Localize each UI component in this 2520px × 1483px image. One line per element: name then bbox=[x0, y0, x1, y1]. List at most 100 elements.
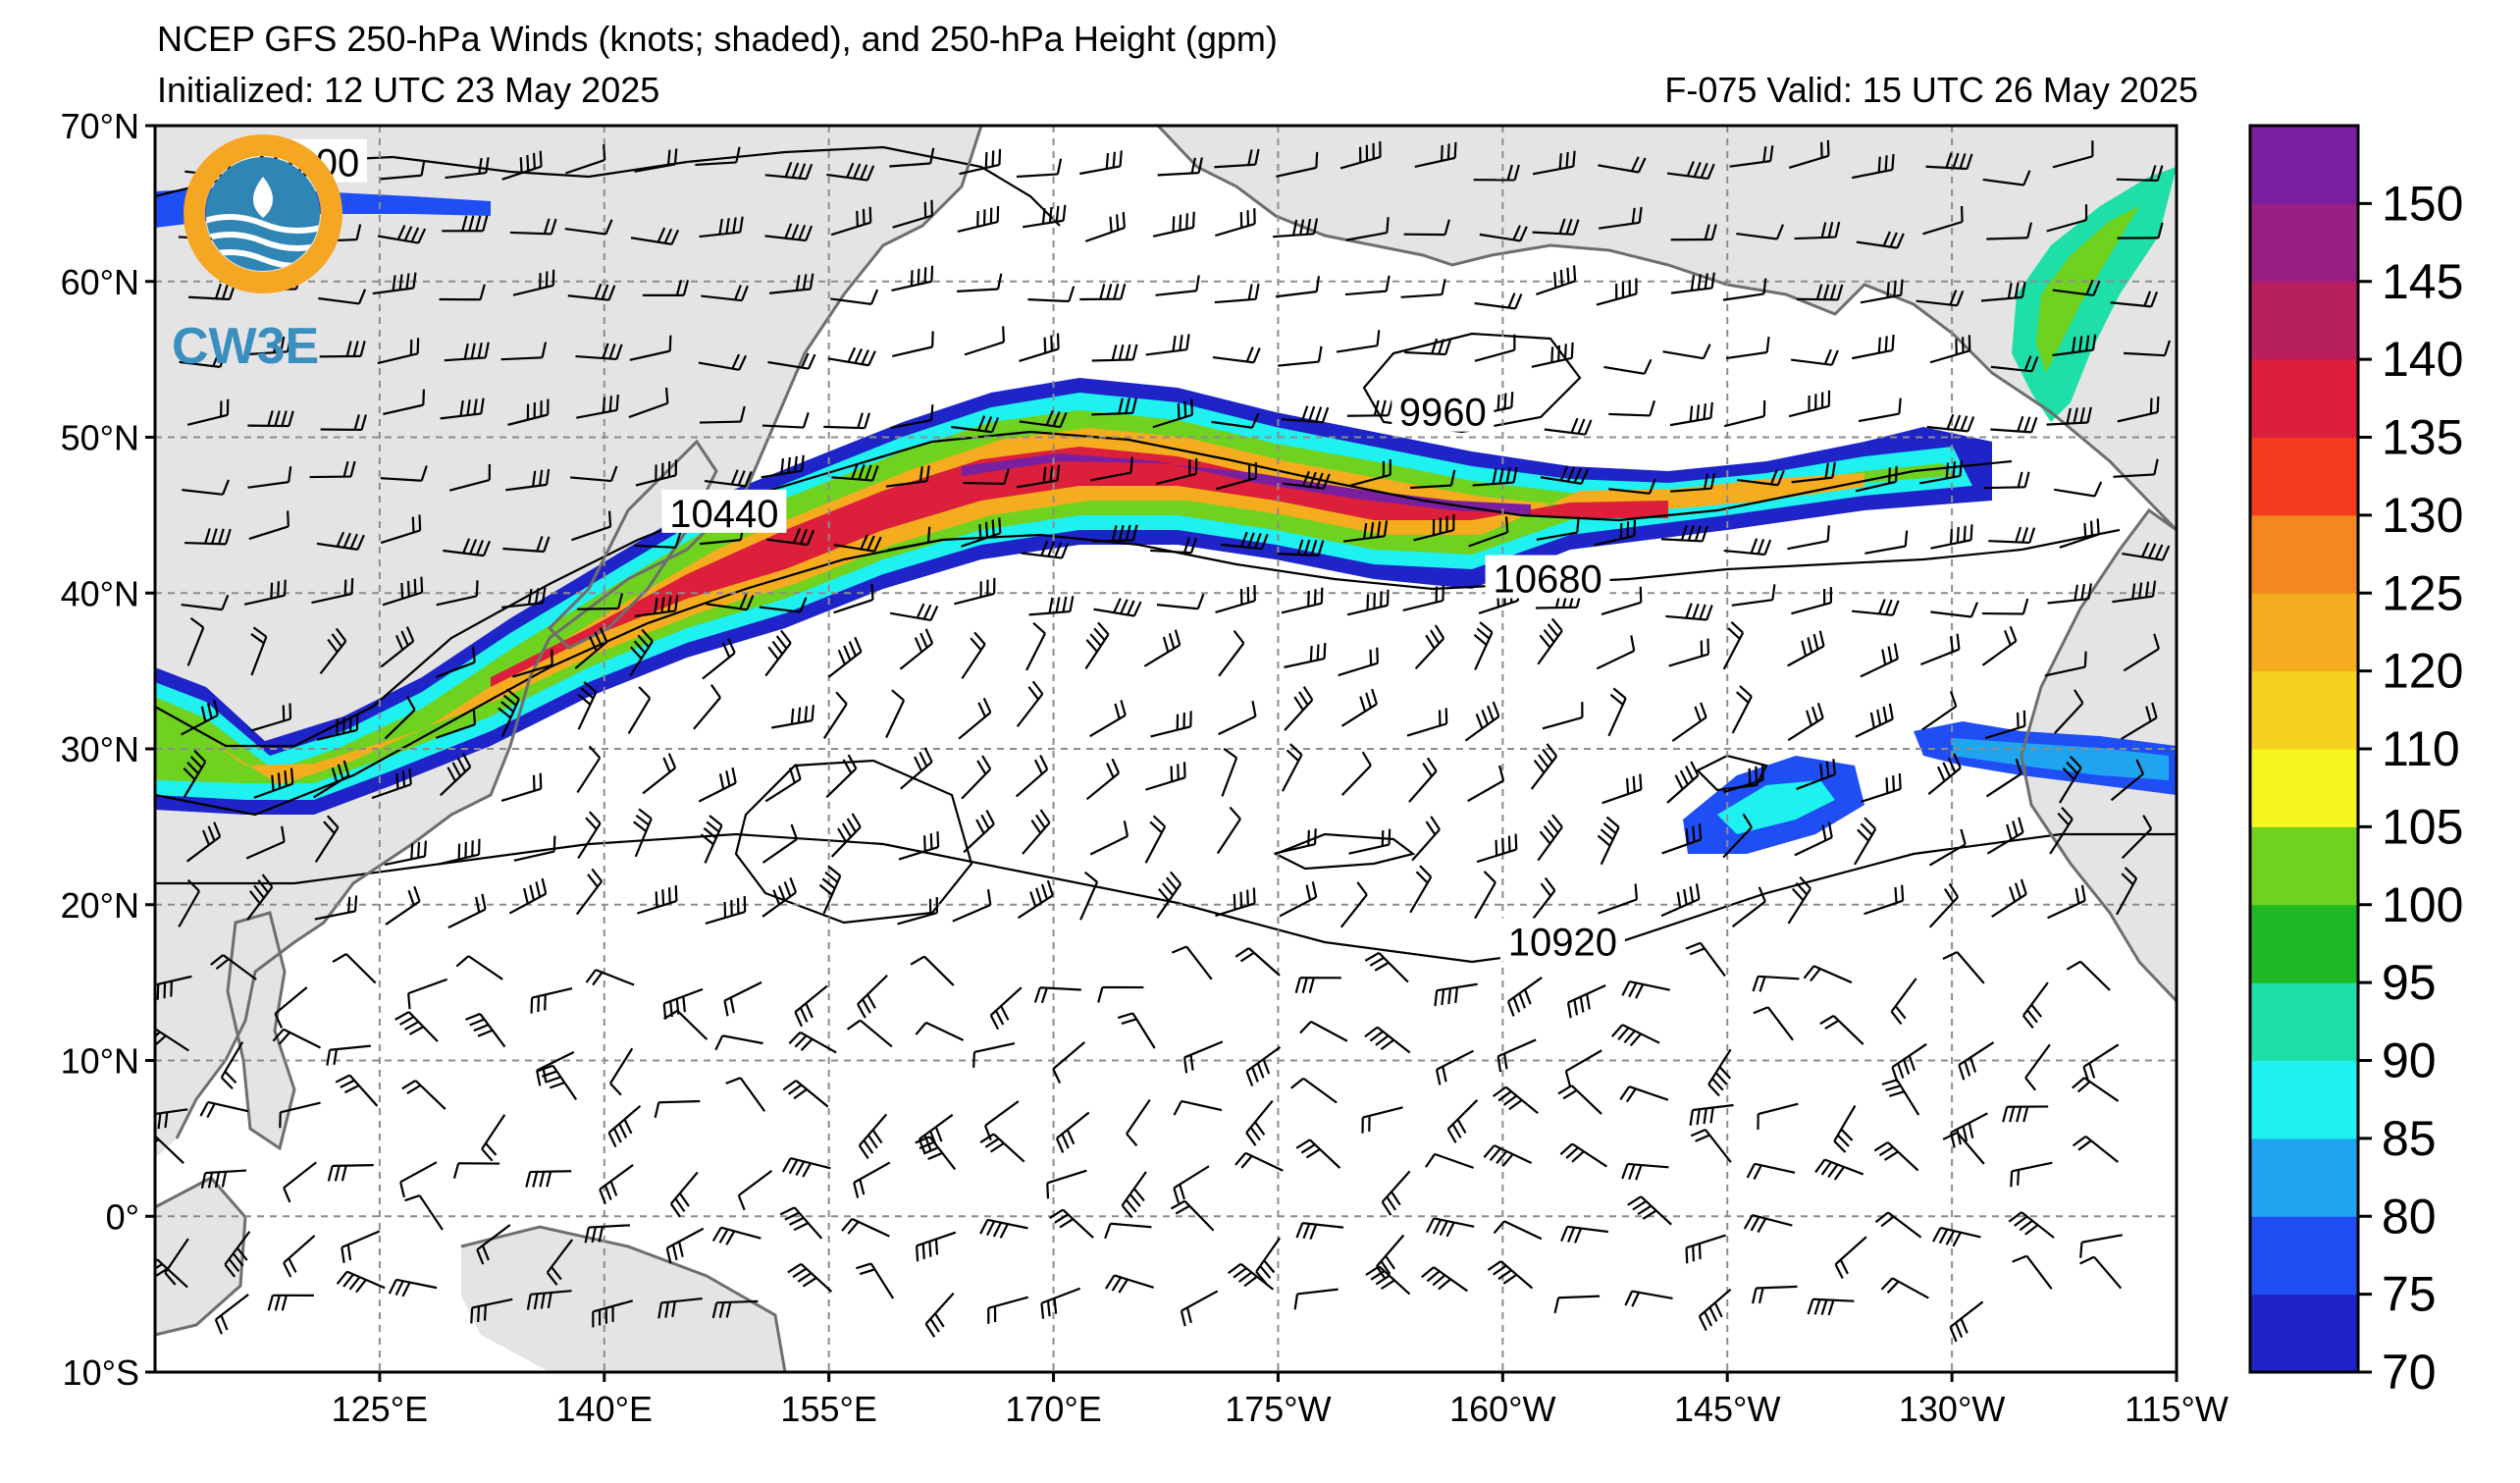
wind-barb bbox=[404, 1194, 444, 1231]
wind-barb bbox=[737, 1170, 773, 1211]
wind-barb bbox=[634, 595, 679, 617]
wind-barb bbox=[526, 1290, 572, 1310]
wind-barb bbox=[380, 159, 426, 181]
wind-barb bbox=[890, 404, 934, 429]
wind-barb bbox=[1928, 882, 1960, 928]
wind-barb bbox=[1299, 1020, 1348, 1042]
wind-barb bbox=[327, 1164, 374, 1182]
wind-barb bbox=[279, 1101, 321, 1129]
wind-barb bbox=[1409, 865, 1433, 914]
wind-barb bbox=[316, 714, 359, 741]
wind-barb bbox=[1294, 977, 1341, 994]
wind-barb bbox=[1274, 828, 1317, 855]
wind-barb bbox=[1532, 150, 1576, 176]
wind-barb bbox=[1598, 883, 1639, 915]
wind-barb bbox=[633, 808, 653, 858]
wind-barb bbox=[629, 628, 654, 677]
contour-10440 bbox=[155, 430, 2013, 748]
wind-barb bbox=[1690, 1129, 1732, 1163]
wind-barb bbox=[892, 199, 934, 229]
contour-high-cell bbox=[734, 759, 973, 925]
wind-barb bbox=[1544, 417, 1593, 436]
wind-barb bbox=[1016, 158, 1063, 179]
wind-barb bbox=[380, 514, 422, 545]
wind-barb bbox=[155, 1108, 188, 1130]
wind-barb bbox=[1410, 469, 1456, 490]
colorbar-label: 135 bbox=[2382, 410, 2463, 465]
wind-barb bbox=[1666, 761, 1700, 804]
wind-barb bbox=[1751, 1285, 1798, 1304]
wind-barb bbox=[961, 517, 1002, 548]
wind-barb bbox=[2122, 542, 2171, 561]
wind-barb bbox=[1986, 817, 2024, 855]
wind-barb bbox=[435, 709, 477, 739]
wind-barb bbox=[2110, 291, 2159, 308]
wind-barb bbox=[1414, 141, 1457, 168]
wind-barb bbox=[1293, 1288, 1339, 1310]
wind-barb bbox=[1671, 702, 1707, 742]
wind-barb bbox=[1346, 399, 1393, 417]
wind-barb bbox=[1594, 519, 1637, 547]
wind-barb bbox=[1855, 465, 1898, 493]
wind-barb bbox=[1790, 348, 1839, 366]
wind-barb bbox=[1803, 965, 1853, 984]
wind-barb bbox=[1016, 680, 1044, 727]
wind-barb bbox=[1737, 469, 1785, 487]
wind-barb bbox=[1493, 1220, 1543, 1241]
wind-barb bbox=[1796, 284, 1844, 301]
wind-barb bbox=[481, 1114, 506, 1162]
wind-barb bbox=[761, 454, 805, 479]
wind-barb bbox=[761, 412, 810, 429]
wind-barb bbox=[2044, 651, 2087, 677]
wind-barb bbox=[1723, 764, 1764, 794]
wind-barb bbox=[628, 387, 669, 419]
wind-barb bbox=[1627, 1195, 1672, 1226]
wind-barb bbox=[634, 532, 682, 549]
wind-barb bbox=[1542, 702, 1584, 730]
wind-barb bbox=[669, 1171, 699, 1218]
wind-barb bbox=[1182, 1040, 1224, 1074]
wind-barb bbox=[1474, 292, 1523, 310]
wind-barb bbox=[1126, 1098, 1151, 1147]
wind-barb bbox=[505, 468, 551, 492]
wind-barb bbox=[1916, 290, 1965, 307]
wind-barb bbox=[383, 389, 426, 416]
wind-barb bbox=[1150, 537, 1198, 555]
wind-barb bbox=[961, 631, 986, 679]
wind-barb bbox=[1021, 540, 1070, 559]
wind-barb bbox=[382, 576, 424, 607]
wind-barb bbox=[455, 955, 503, 980]
wind-barb bbox=[246, 336, 292, 356]
wind-barb bbox=[186, 616, 205, 666]
wind-barb bbox=[1152, 211, 1195, 238]
wind-barb bbox=[1881, 1079, 1920, 1116]
wind-barb bbox=[1364, 1026, 1411, 1054]
wind-barb bbox=[2052, 334, 2097, 357]
wind-barb bbox=[1722, 621, 1745, 670]
wind-barb bbox=[706, 594, 755, 611]
wind-barb bbox=[1173, 1099, 1223, 1116]
wind-barb bbox=[833, 584, 874, 614]
wind-barb bbox=[1981, 625, 2018, 666]
wind-barb bbox=[2008, 1211, 2055, 1239]
wind-barb bbox=[958, 697, 992, 740]
wind-barb bbox=[889, 603, 939, 622]
wind-barb bbox=[1932, 1226, 1981, 1247]
wind-barb bbox=[452, 1162, 500, 1179]
wind-barb bbox=[759, 597, 808, 613]
wind-barb bbox=[781, 1156, 831, 1178]
wind-barb bbox=[585, 969, 635, 986]
wind-barb bbox=[575, 868, 604, 916]
wind-barb bbox=[701, 285, 749, 302]
wind-barb bbox=[220, 1041, 244, 1090]
wind-barb bbox=[1245, 1046, 1282, 1086]
contour-9960-low bbox=[1362, 332, 1582, 434]
wind-barb bbox=[155, 975, 192, 1000]
lon-label: 155°E bbox=[780, 1389, 876, 1429]
wind-barb bbox=[1597, 816, 1620, 866]
wind-barb bbox=[987, 1296, 1029, 1324]
wind-barb bbox=[1984, 710, 2026, 740]
wind-barb bbox=[1345, 217, 1390, 241]
wind-barb bbox=[1281, 743, 1303, 792]
wind-barb bbox=[332, 953, 377, 984]
